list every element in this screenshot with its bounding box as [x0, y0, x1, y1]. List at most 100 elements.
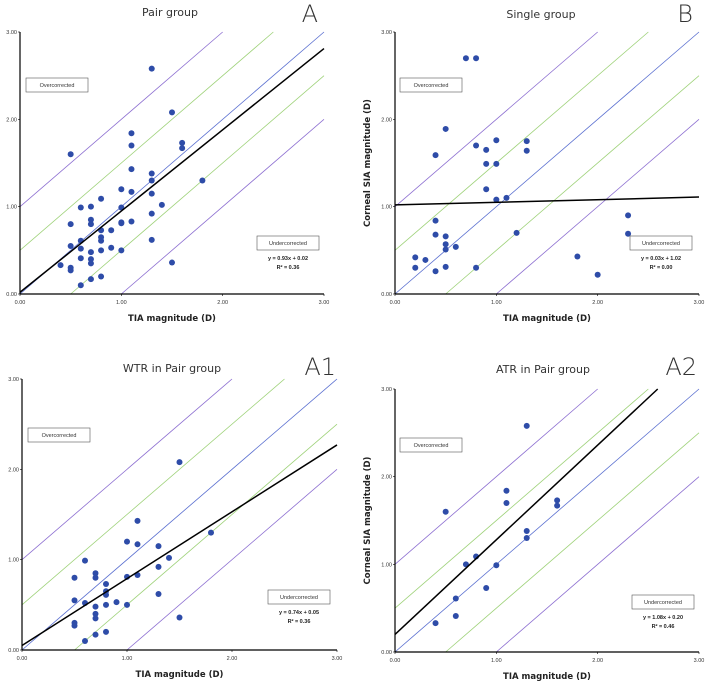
chart-title: ATR in Pair group	[496, 363, 590, 376]
data-point	[57, 262, 64, 269]
data-point	[67, 151, 74, 158]
data-point	[155, 563, 162, 570]
data-point	[77, 204, 84, 211]
undercorrected-box	[629, 235, 693, 251]
data-point	[176, 459, 183, 466]
overcorrected-box	[27, 427, 91, 443]
data-point	[422, 256, 429, 263]
x-tick-label: 3.00	[319, 300, 330, 306]
data-point	[98, 273, 105, 280]
data-point	[452, 613, 459, 620]
data-point	[442, 263, 449, 270]
data-point	[523, 528, 530, 535]
data-point	[625, 230, 632, 237]
data-point	[134, 517, 141, 524]
data-point	[442, 233, 449, 240]
data-point	[554, 502, 561, 509]
reference-line	[21, 378, 233, 560]
reference-line	[21, 378, 338, 651]
x-tick-label: 3.00	[694, 658, 705, 664]
data-point	[166, 554, 172, 561]
data-point	[158, 201, 165, 208]
reference-line	[394, 31, 598, 207]
data-point	[432, 152, 439, 159]
reference-line	[394, 388, 649, 609]
panel-label: A2	[665, 353, 697, 381]
x-tick-label: 1.00	[116, 300, 127, 306]
data-point	[483, 585, 490, 592]
y-tick-label: 3.00	[8, 377, 19, 383]
data-point	[452, 595, 459, 602]
reference-line	[70, 75, 325, 295]
data-point	[432, 231, 439, 238]
data-point	[594, 271, 601, 278]
data-point	[71, 574, 78, 581]
data-point	[473, 55, 480, 62]
data-point	[113, 599, 120, 606]
data-point	[87, 249, 94, 256]
data-point	[442, 508, 449, 515]
data-point	[77, 255, 84, 262]
data-point	[442, 246, 449, 253]
data-point	[148, 190, 155, 197]
undercorrected-label: Undercorrected	[280, 595, 318, 601]
y-axis-label: Corneal SIA magnitude (D)	[363, 456, 373, 584]
data-point	[118, 186, 125, 193]
data-point	[483, 146, 490, 153]
reference-line	[394, 31, 649, 251]
data-point	[67, 267, 74, 274]
data-point	[128, 218, 135, 225]
data-point	[148, 65, 155, 72]
regression-line	[394, 196, 700, 206]
reference-line	[394, 31, 700, 295]
overcorrected-label: Overcorrected	[414, 443, 449, 449]
reference-line	[74, 423, 338, 651]
data-point	[503, 194, 510, 201]
data-point	[134, 541, 141, 548]
panel-label: A	[302, 0, 318, 28]
data-point	[503, 487, 510, 494]
overcorrected-label: Overcorrected	[42, 433, 77, 439]
y-tick-label: 0.00	[8, 648, 19, 654]
reference-line	[126, 469, 338, 651]
x-tick-label: 1.00	[491, 300, 502, 306]
regression-line	[19, 48, 325, 293]
data-point	[179, 145, 186, 152]
overcorrected-box	[25, 77, 89, 93]
r-squared: R² = 0.36	[288, 618, 311, 625]
data-point	[128, 166, 135, 173]
data-point	[523, 147, 530, 154]
reference-line	[445, 75, 700, 295]
x-axis-label: TIA magnitude (D)	[136, 670, 224, 680]
data-point	[82, 637, 88, 644]
y-tick-label: 2.00	[6, 117, 17, 123]
data-point	[82, 557, 88, 564]
chart-panel-a2: ATR in Pair group A2 0.00 0.00 1.00 1.00 2.00 2…	[363, 353, 704, 682]
regression-line	[394, 388, 659, 636]
reference-line	[121, 119, 325, 295]
undercorrected-box	[256, 235, 320, 251]
x-tick-label: 3.00	[332, 656, 343, 662]
data-point	[554, 497, 561, 504]
data-point	[452, 243, 459, 250]
data-point	[118, 247, 125, 254]
y-tick-label: 1.00	[8, 558, 19, 564]
data-point	[71, 597, 78, 604]
data-point	[98, 237, 105, 244]
regression-equation: y = 1.08x + 0.20	[643, 615, 683, 621]
undercorrected-box	[267, 589, 331, 605]
data-point	[148, 177, 155, 184]
y-tick-label: 1.00	[381, 562, 392, 568]
data-point	[128, 188, 135, 195]
data-point	[523, 138, 530, 145]
undercorrected-label: Undercorrected	[269, 241, 307, 247]
y-tick-label: 2.00	[381, 475, 392, 481]
x-tick-label: 0.00	[17, 656, 28, 662]
data-point	[103, 581, 109, 588]
data-point	[442, 125, 449, 132]
chart-panel-a: Pair group A 0.00 0.00 1.00 1.00 2.00 2.00 3.00 3…	[6, 0, 329, 324]
data-point	[87, 203, 94, 210]
data-point	[87, 221, 94, 228]
x-tick-label: 0.00	[15, 300, 26, 306]
